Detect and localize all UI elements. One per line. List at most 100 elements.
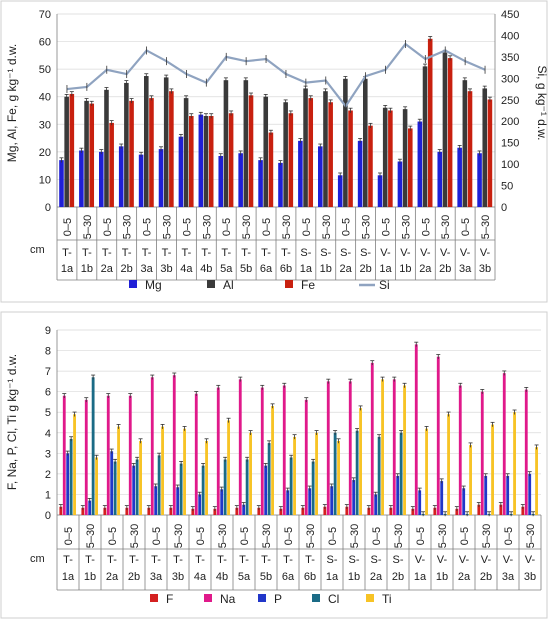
bottom-bar-p [66, 453, 70, 515]
bottom-site-label-suffix: 6b [304, 571, 316, 583]
bottom-depth-label: 5–30 [173, 524, 185, 548]
bottom-bar-ti [447, 414, 450, 515]
top-depth-label: 0–5 [62, 218, 74, 236]
bottom-depth-label: 5–30 [305, 524, 317, 548]
bottom-site-label-suffix: 5b [260, 571, 272, 583]
top-y2-tick-label: 50 [501, 181, 513, 193]
bottom-site-label-prefix: T- [151, 554, 161, 566]
top-bar-mg [138, 154, 144, 207]
bottom-bar-na [524, 389, 528, 515]
top-bar-mg [357, 140, 363, 207]
bottom-y-tick-label: 2 [45, 469, 51, 481]
bottom-bar-ti [139, 441, 142, 515]
top-bar-fe [89, 103, 95, 207]
top-depth-label: 0–5 [181, 218, 193, 236]
top-bar-fe [69, 93, 75, 207]
top-site-label-prefix: T- [201, 247, 211, 259]
top-bar-mg [178, 136, 184, 207]
bottom-bar-p [220, 489, 224, 515]
top-bar-fe [388, 110, 393, 207]
bottom-bar-p [440, 481, 444, 515]
top-y-tick-label: 0 [45, 202, 51, 214]
top-depth-label: 5–30 [480, 215, 492, 239]
bottom-bar-p [154, 486, 158, 515]
bottom-bar-ti [491, 424, 494, 515]
top-bar-mg [318, 146, 323, 207]
bottom-bar-cl [289, 457, 293, 515]
top-site-label-suffix: 3b [160, 263, 172, 275]
bottom-bar-cl [91, 377, 95, 515]
bottom-site-label-prefix: S- [349, 554, 360, 566]
bottom-bar-f [125, 507, 129, 515]
bottom-bar-ti [535, 447, 538, 515]
bottom-bar-cl [377, 436, 381, 515]
bottom-depth-label: 0–5 [151, 527, 163, 545]
top-site-label-suffix: 2b [359, 263, 371, 275]
bottom-bar-na [150, 377, 154, 515]
bottom-legend-label-na: Na [220, 592, 236, 606]
top-bar-fe [288, 113, 294, 207]
top-site-label-suffix: 2a [340, 263, 353, 275]
bottom-site-label-suffix: 4b [216, 571, 228, 583]
top-site-label-prefix: S- [320, 247, 331, 259]
bottom-depth-label: 0–5 [459, 527, 471, 545]
top-site-label-prefix: T- [241, 247, 251, 259]
top-bar-mg [397, 161, 403, 207]
bottom-bar-na [370, 362, 374, 515]
bottom-bar-f [213, 508, 217, 515]
bottom-bar-f [81, 507, 85, 515]
bottom-bar-p [352, 480, 356, 515]
bottom-bar-na [238, 379, 242, 515]
top-bar-fe [228, 113, 234, 207]
top-site-label-suffix: 1b [320, 263, 332, 275]
bottom-bar-f [257, 507, 261, 515]
bottom-site-label-suffix: 2a [106, 571, 119, 583]
bottom-bar-ti [161, 426, 164, 515]
bottom-site-label-prefix: V- [503, 554, 514, 566]
top-bar-al [303, 88, 308, 207]
bottom-bar-ti [337, 441, 340, 515]
top-site-label-prefix: T- [122, 247, 132, 259]
top-depth-label: 5–30 [321, 215, 333, 239]
bottom-site-label-prefix: V- [437, 554, 448, 566]
bottom-site-label-suffix: 1a [62, 571, 75, 583]
top-bar-al [223, 80, 229, 207]
bottom-bar-cl [135, 459, 139, 515]
top-site-label-suffix: 1b [399, 263, 411, 275]
bottom-bar-na [128, 395, 132, 515]
top-site-label-suffix: 2b [121, 263, 133, 275]
top-bar-fe [427, 38, 433, 207]
top-site-label-suffix: 1a [300, 263, 313, 275]
top-y2-tick-label: 400 [501, 30, 519, 42]
bottom-site-label-suffix: 1b [436, 571, 448, 583]
bottom-site-label-prefix: T- [85, 554, 95, 566]
bottom-bar-p [308, 488, 312, 515]
bottom-bar-p [198, 494, 202, 515]
bottom-bar-na [84, 399, 88, 515]
top-depth-label: 5–30 [82, 215, 94, 239]
bottom-y-tick-label: 6 [45, 387, 51, 399]
bottom-site-label-prefix: V- [481, 554, 492, 566]
top-depth-label: 0–5 [102, 218, 114, 236]
top-site-label-prefix: T- [62, 247, 72, 259]
bottom-site-label-prefix: S- [327, 554, 338, 566]
top-site-label-suffix: 5a [220, 263, 233, 275]
top-site-label-suffix: 6a [260, 263, 273, 275]
top-y-tick-label: 40 [39, 92, 51, 104]
bottom-chart: 0 1 2 3 4 5 6 7 8 9 cm 0–5 T- 1a 5–30 T- 1b 0–5 T- 2a 5–30 T-… [30, 325, 542, 606]
bottom-depth-label: 0–5 [195, 527, 207, 545]
top-depth-unit-label: cm [30, 244, 45, 256]
bottom-bar-p [484, 475, 488, 515]
bottom-site-label-suffix: 3b [172, 571, 184, 583]
top-bar-mg [158, 149, 164, 207]
bottom-site-label-prefix: V- [415, 554, 426, 566]
top-site-label-suffix: 2b [439, 263, 451, 275]
bottom-site-label-prefix: V- [525, 554, 536, 566]
top-site-label-suffix: 1a [61, 263, 74, 275]
top-bar-mg [457, 147, 462, 207]
bottom-bar-p [110, 451, 114, 515]
bottom-bar-cl [69, 438, 73, 515]
bottom-bar-cl [333, 432, 337, 515]
top-y2-tick-label: 250 [501, 95, 519, 107]
